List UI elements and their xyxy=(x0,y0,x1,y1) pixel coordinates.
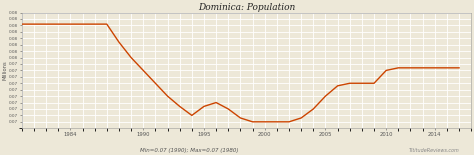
Y-axis label: Millions: Millions xyxy=(3,61,8,80)
Text: Min=0.07 (1990); Max=0.07 (1980): Min=0.07 (1990); Max=0.07 (1980) xyxy=(140,148,239,153)
Text: TititudeReviews.com: TititudeReviews.com xyxy=(409,148,460,153)
Title: Dominica: Population: Dominica: Population xyxy=(198,3,295,12)
